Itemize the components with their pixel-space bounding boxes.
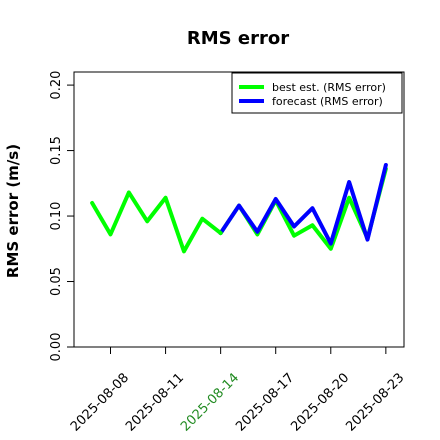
x-tick-label: 2025-08-17 [233, 371, 297, 435]
series-line-history [90, 190, 223, 254]
series-line-forecast [218, 162, 388, 246]
legend-box [231, 72, 403, 114]
axes-layer: 0.00 0.05 0.10 0.15 0.20 2025-08-082025-08-11… [49, 71, 407, 435]
y-tick-label: 0.05 [49, 267, 64, 296]
y-tick-label: 0.00 [49, 333, 64, 362]
x-tick-label: 2025-08-11 [123, 371, 187, 435]
x-tick-label: 2025-08-20 [288, 371, 352, 435]
y-tick-label: 0.10 [49, 202, 64, 231]
y-tick-label: 0.15 [49, 136, 64, 165]
x-tick-label: 2025-08-23 [343, 371, 407, 435]
series-line-best-est [218, 166, 388, 251]
legend-label: best est. (RMS error) [272, 81, 386, 94]
y-tick-label: 0.20 [49, 71, 64, 100]
x-tick-label: 2025-08-14 [178, 371, 242, 435]
x-tick-label: 2025-08-08 [68, 371, 132, 435]
series-layer [90, 162, 388, 254]
legend: best est. (RMS error)forecast (RMS error… [231, 72, 403, 114]
y-axis-label: RMS error (m/s) [4, 144, 22, 278]
plot-frame [73, 71, 405, 348]
chart-title: RMS error [187, 28, 289, 49]
legend-label: forecast (RMS error) [272, 95, 383, 108]
